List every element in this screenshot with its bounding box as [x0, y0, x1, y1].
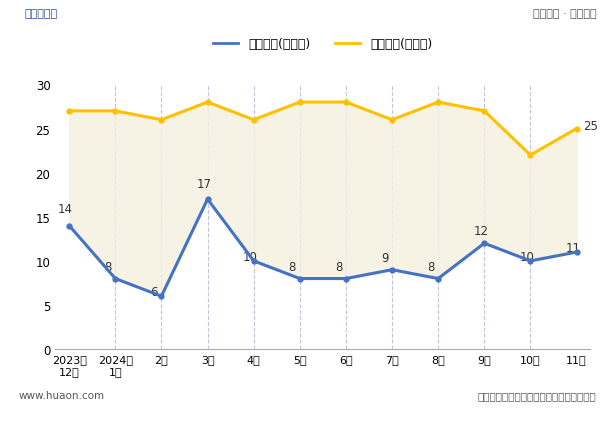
Text: 10: 10	[242, 250, 258, 264]
Text: 6: 6	[150, 286, 158, 299]
Text: www.huaon.com: www.huaon.com	[18, 391, 105, 400]
Text: 8: 8	[427, 260, 434, 273]
Text: 14: 14	[58, 203, 73, 216]
Text: 8: 8	[335, 260, 342, 273]
Text: 数据来源：中国海关，华经产业研究院整理: 数据来源：中国海关，华经产业研究院整理	[478, 391, 597, 400]
Text: 8: 8	[288, 260, 296, 273]
Text: 9: 9	[381, 251, 389, 264]
Text: 25: 25	[584, 119, 598, 132]
Text: 8: 8	[104, 260, 111, 273]
Text: 10: 10	[519, 250, 534, 264]
Text: 17: 17	[196, 178, 212, 191]
Text: 11: 11	[565, 242, 581, 255]
Text: 专业严谨 · 客观科学: 专业严谨 · 客观科学	[533, 9, 597, 19]
Text: 12: 12	[473, 225, 488, 238]
Legend: 出口总额(亿美元), 进口总额(亿美元): 出口总额(亿美元), 进口总额(亿美元)	[208, 33, 438, 56]
Text: 华经情报网: 华经情报网	[25, 9, 58, 19]
Text: 2023-2024年黑龙江省商品收发货人所在地进、出口额: 2023-2024年黑龙江省商品收发货人所在地进、出口额	[145, 21, 470, 40]
